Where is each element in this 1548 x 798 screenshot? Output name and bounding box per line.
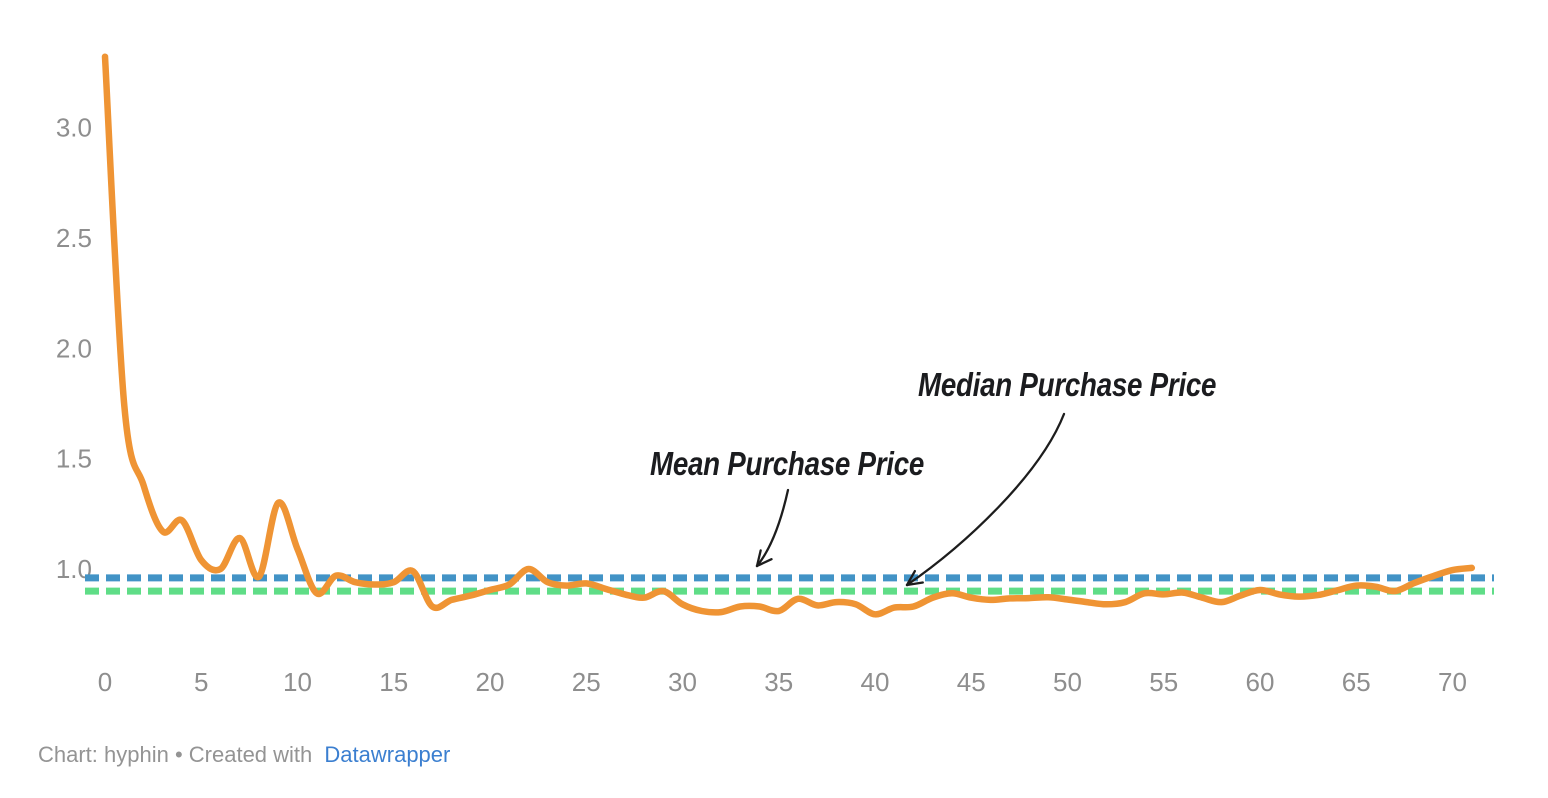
annotation-mean-purchase-price: Mean Purchase Price	[650, 445, 925, 482]
annotation-arrowhead	[905, 581, 924, 587]
x-tick-label: 0	[98, 667, 112, 697]
x-tick-label: 55	[1149, 667, 1178, 697]
x-tick-label: 20	[476, 667, 505, 697]
annotation-arrowhead	[905, 569, 917, 587]
x-tick-label: 50	[1053, 667, 1082, 697]
x-tick-label: 15	[379, 667, 408, 697]
annotation-median-purchase-price: Median Purchase Price	[918, 366, 1217, 403]
annotation-arrowhead	[755, 549, 762, 568]
x-tick-label: 35	[764, 667, 793, 697]
x-tick-label: 10	[283, 667, 312, 697]
y-tick-label: 3.0	[56, 113, 92, 143]
x-tick-label: 45	[957, 667, 986, 697]
annotation-arrow	[755, 488, 790, 568]
x-tick-label: 30	[668, 667, 697, 697]
y-tick-label: 2.5	[56, 223, 92, 253]
x-tick-label: 60	[1246, 667, 1275, 697]
y-tick-label: 2.0	[56, 333, 92, 363]
y-tick-label: 1.5	[56, 444, 92, 474]
annotation-arrowhead	[755, 558, 773, 568]
x-tick-label: 65	[1342, 667, 1371, 697]
footer-credit-text: Chart: hyphin • Created with	[38, 742, 313, 767]
annotation-arrow	[905, 412, 1066, 587]
x-tick-label: 25	[572, 667, 601, 697]
price-line	[101, 53, 1476, 618]
x-tick-label: 5	[194, 667, 208, 697]
footer-attribution: Chart: hyphin • Created with Datawrapper	[38, 742, 450, 768]
datawrapper-link[interactable]: Datawrapper	[324, 742, 451, 767]
x-tick-label: 70	[1438, 667, 1467, 697]
x-tick-label: 40	[861, 667, 890, 697]
